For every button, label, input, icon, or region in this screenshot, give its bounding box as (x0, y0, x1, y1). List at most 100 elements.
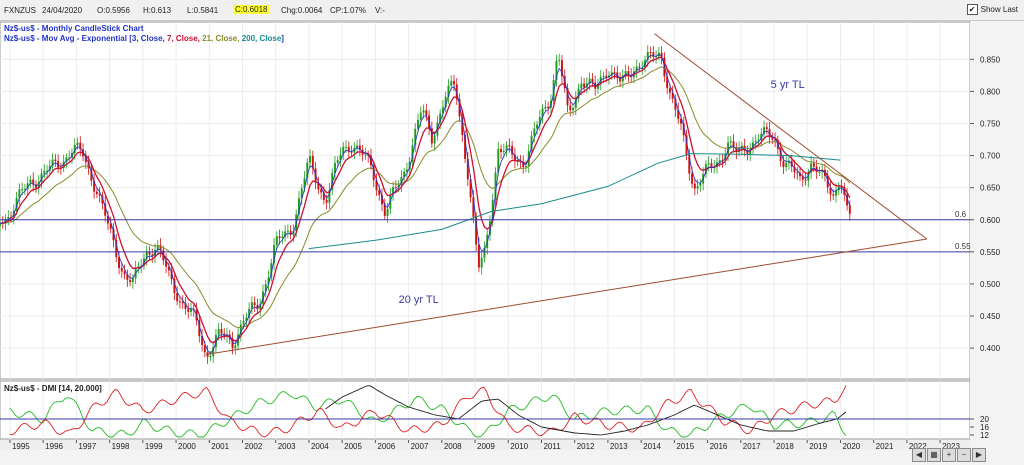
candle-body (309, 156, 312, 163)
candle-body (356, 145, 359, 149)
level-label: 0.6 (955, 210, 967, 219)
time-tick-label: 1995 (12, 442, 30, 451)
candle-body (613, 72, 616, 74)
candle-body (275, 236, 278, 245)
zoom-in-button[interactable]: + (942, 448, 956, 462)
price-tick-label: 0.850 (980, 55, 1001, 64)
time-tick-label: 2006 (377, 442, 395, 451)
dmi-tick-label: 20 (980, 415, 989, 424)
candle-body (145, 252, 148, 259)
candle-body (23, 188, 26, 190)
zoom-out-button[interactable]: − (957, 448, 971, 462)
candle-body (818, 171, 821, 173)
candle-body (768, 129, 771, 137)
candle-body (754, 140, 757, 143)
candle-body (32, 179, 35, 185)
candle-body (65, 157, 68, 162)
ema21-line (0, 66, 851, 329)
scroll-left-button[interactable]: ◀ (912, 448, 926, 462)
candle-body (289, 230, 292, 235)
candle-body (541, 108, 544, 117)
ema200-line (308, 153, 841, 250)
candle-body (414, 128, 417, 146)
candle-body (115, 240, 118, 257)
indicator-legend-param: 3, Close, (132, 34, 167, 43)
time-tick-label: 2011 (543, 442, 561, 451)
candle-body (90, 168, 93, 181)
time-tick-label: 2016 (710, 442, 728, 451)
scroll-right-button[interactable]: ▶ (972, 448, 986, 462)
candle-body (552, 80, 555, 101)
trendline-annotation: 20 yr TL (399, 294, 439, 306)
candle-body (846, 194, 849, 206)
candle-body (475, 216, 478, 245)
candle-body (242, 321, 245, 325)
candle-body (710, 163, 713, 168)
candle-body (286, 230, 289, 232)
candle-body (577, 88, 580, 99)
candle-body (317, 182, 320, 190)
trendline-annotation: 5 yr TL (771, 79, 805, 91)
candle-body (292, 231, 295, 235)
candle-body (774, 139, 777, 141)
candle-body (198, 320, 201, 337)
candle-body (513, 154, 516, 162)
candle-body (494, 172, 497, 200)
candle-body (256, 305, 259, 310)
candle-body (680, 118, 682, 124)
candle-body (655, 56, 658, 58)
zoom-button[interactable]: ▦ (927, 448, 941, 462)
candle-body (760, 133, 763, 141)
indicator-legend-prefix: Nz$-us$ - Mov Avg - Exponential [ (4, 34, 132, 43)
candle-body (649, 52, 652, 54)
dmi-line-plus_di (9, 391, 847, 438)
candle-body (419, 112, 422, 120)
candle-body (259, 303, 262, 310)
candle-body (588, 78, 591, 84)
candle-body (137, 266, 140, 268)
candle-body (7, 216, 10, 219)
candle-body (253, 302, 256, 306)
show-last-toggle[interactable]: ✔ Show Last (966, 4, 1018, 15)
candle-body (173, 279, 176, 294)
indicator-legend-param: 200, Close (242, 34, 282, 43)
candle-body (392, 187, 395, 195)
candle-body (480, 257, 483, 268)
candle-body (57, 160, 60, 168)
volume-label: V:- (375, 6, 385, 15)
candle-body (48, 165, 51, 171)
price-tick-label: 0.750 (980, 119, 1001, 128)
candle-body (466, 158, 469, 180)
candle-body (201, 336, 204, 346)
indicator-legend-param: 21, Close, (202, 34, 242, 43)
candle-body (298, 198, 300, 215)
candle-body (40, 173, 43, 183)
show-last-checkbox[interactable]: ✔ (966, 4, 978, 15)
time-tick-label: 2022 (909, 442, 927, 451)
candle-body (560, 60, 563, 77)
candle-body (120, 267, 123, 272)
candle-body (231, 338, 234, 349)
candle-body (245, 317, 248, 322)
candle-body (624, 71, 627, 76)
indicator-legend: Nz$-us$ - Mov Avg - Exponential [3, Clos… (4, 34, 284, 43)
candle-body (787, 160, 790, 163)
dmi-tick-label: 16 (980, 423, 989, 432)
time-tick-label: 2007 (411, 442, 429, 451)
show-last-label: Show Last (980, 5, 1018, 14)
candle-body (810, 163, 813, 173)
candle-body (458, 98, 461, 117)
candle-body (652, 52, 655, 57)
candle-body (729, 141, 732, 143)
candle-body (555, 60, 558, 81)
candle-body (439, 113, 442, 123)
date-label: 24/04/2020 (42, 6, 83, 15)
time-tick-label: 1999 (145, 442, 163, 451)
candle-body (616, 72, 619, 79)
candle-body (43, 170, 46, 174)
time-tick-label: 1998 (112, 442, 130, 451)
candle-body (536, 124, 539, 129)
candle-body (405, 169, 408, 172)
candle-body (749, 149, 752, 155)
candle-body (239, 324, 242, 335)
